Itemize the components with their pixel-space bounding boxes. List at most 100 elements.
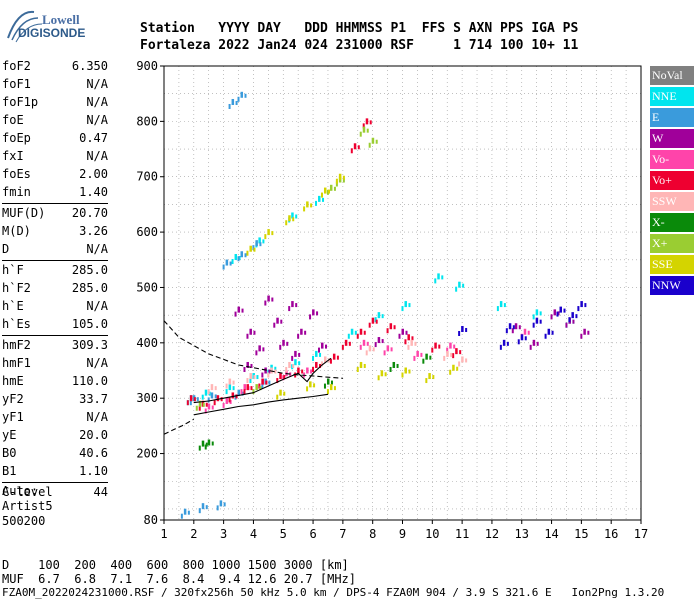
- echo-point: [261, 372, 264, 378]
- echo-point: [294, 350, 297, 357]
- x-tick-label: 10: [425, 527, 439, 541]
- x-tick-label: 17: [634, 527, 648, 541]
- echo-point: [285, 220, 288, 226]
- echo-point: [291, 301, 294, 308]
- param-value: N/A: [86, 299, 108, 313]
- echo-point: [539, 311, 542, 316]
- distance-row: D 100 200 400 600 800 1000 1500 3000 [km…: [2, 558, 349, 572]
- echo-point: [374, 342, 377, 348]
- x-tick-label: 13: [515, 527, 529, 541]
- echo-point: [235, 100, 238, 105]
- echo-point: [276, 394, 279, 400]
- echo-point: [462, 283, 465, 288]
- echo-point: [279, 344, 282, 350]
- echo-point: [514, 323, 518, 330]
- autoscaling-info: Auto: Artist5 500200: [2, 484, 53, 529]
- legend-item-w: W: [650, 129, 694, 148]
- echo-point: [256, 375, 259, 380]
- echo-point: [301, 369, 304, 374]
- echo-point: [223, 502, 226, 507]
- echo-point: [240, 389, 243, 395]
- param-name: hmE: [2, 374, 24, 388]
- echo-point: [359, 344, 362, 350]
- echo-point: [246, 378, 249, 384]
- param-row: M(D) 3.26: [2, 223, 108, 241]
- echo-point: [283, 391, 286, 396]
- param-name: foF2: [2, 59, 31, 73]
- echo-point: [323, 383, 326, 389]
- echo-point: [335, 181, 338, 187]
- param-name: yF2: [2, 392, 24, 406]
- param-row: h`F 285.0: [2, 262, 108, 280]
- echo-point: [326, 389, 329, 395]
- echo-point: [393, 325, 396, 330]
- echo-point: [204, 444, 207, 450]
- echo-point: [315, 200, 318, 206]
- echo-point: [288, 306, 291, 312]
- param-name: fmin: [2, 185, 31, 199]
- echo-point: [401, 372, 404, 378]
- echo-point: [291, 364, 294, 370]
- echo-point: [195, 405, 198, 411]
- x-tick-label: 16: [604, 527, 618, 541]
- echo-point: [368, 142, 371, 148]
- echo-point: [240, 91, 244, 98]
- echo-point: [441, 275, 444, 280]
- echo-point: [304, 330, 307, 335]
- echo-point: [330, 380, 333, 385]
- x-tick-label: 11: [455, 527, 469, 541]
- echo-point: [338, 173, 342, 180]
- echo-point: [357, 145, 360, 150]
- param-row: MUF(D) 20.70: [2, 205, 108, 223]
- param-name: h`F: [2, 263, 24, 277]
- echo-point: [341, 344, 344, 350]
- echo-point: [237, 256, 240, 262]
- echo-point: [375, 139, 378, 144]
- echo-point: [362, 339, 366, 346]
- echo-point: [458, 330, 461, 336]
- echo-point: [450, 352, 453, 357]
- echo-point: [322, 197, 325, 202]
- echo-point: [326, 378, 330, 385]
- param-value: 1.40: [79, 185, 108, 199]
- echo-point: [228, 384, 232, 391]
- echo-point: [363, 363, 366, 368]
- echo-point: [369, 120, 372, 125]
- param-value: 20.0: [79, 428, 108, 442]
- echo-point: [249, 328, 252, 335]
- echo-point: [234, 311, 237, 317]
- param-row: B0 40.6: [2, 445, 108, 463]
- echo-point: [201, 503, 205, 510]
- param-name: foE: [2, 113, 24, 127]
- x-tick-label: 12: [485, 527, 499, 541]
- echo-point: [261, 383, 264, 389]
- echo-point: [246, 250, 249, 256]
- echo-point: [413, 355, 416, 361]
- echo-point: [258, 237, 261, 244]
- echo-point: [312, 355, 315, 361]
- echo-point: [321, 342, 324, 349]
- echo-point: [372, 347, 375, 352]
- echo-point: [398, 333, 401, 339]
- x-tick-label: 8: [369, 527, 376, 541]
- param-row: C-level 44: [2, 484, 108, 502]
- echo-point: [327, 189, 330, 194]
- echo-point: [297, 367, 300, 374]
- echo-point: [282, 375, 285, 381]
- param-value: 285.0: [71, 281, 108, 295]
- x-tick-label: 14: [544, 527, 558, 541]
- echo-point: [389, 366, 392, 372]
- param-row: fmin 1.40: [2, 184, 108, 202]
- echo-point: [243, 389, 246, 395]
- echo-point: [342, 178, 345, 183]
- echo-point: [551, 330, 554, 335]
- echo-point: [320, 192, 323, 198]
- echo-point: [386, 328, 389, 334]
- param-value: 20.70: [71, 206, 108, 220]
- y-tick-label: 200: [136, 447, 158, 461]
- param-name: foEs: [2, 167, 31, 181]
- echo-point: [506, 341, 509, 346]
- echo-point: [196, 397, 199, 402]
- echo-point: [455, 348, 458, 355]
- param-value: 105.0: [71, 317, 108, 331]
